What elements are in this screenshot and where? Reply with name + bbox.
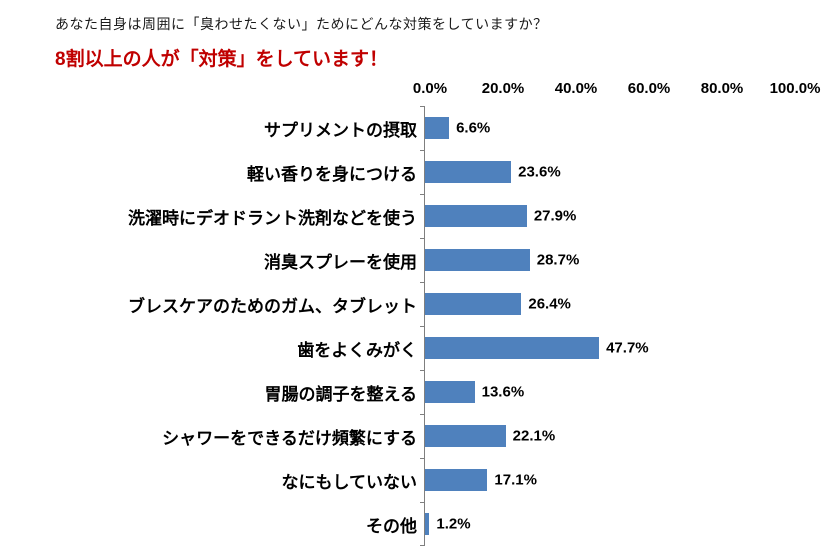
value-label: 47.7% <box>606 339 649 357</box>
value-label: 27.9% <box>533 207 577 225</box>
category-label: その他 <box>366 516 417 536</box>
bar <box>425 117 450 139</box>
value-label: 6.6% <box>456 119 491 137</box>
bar <box>425 381 475 403</box>
bar <box>425 293 522 315</box>
plot-area: 6.6% <box>420 106 790 150</box>
plot-area: 1.2% <box>420 502 790 546</box>
x-tick-label: 100.0% <box>769 80 821 97</box>
category-label: 歯をよくみがく <box>297 340 417 360</box>
chart-row: 胃腸の調子を整える 13.6% <box>0 370 840 414</box>
category-label: サプリメントの摂取 <box>264 120 417 140</box>
bar <box>425 205 527 227</box>
plot-area: 28.7% <box>420 238 790 282</box>
x-tick-label: 60.0% <box>627 80 671 97</box>
category-label: 軽い香りを身につける <box>247 164 417 184</box>
x-axis-labels: 0.0% 20.0% 40.0% 60.0% 80.0% 100.0% <box>413 80 821 100</box>
plot-area: 47.7% <box>420 326 790 370</box>
category-label: シャワーをできるだけ頻繁にする <box>162 428 417 448</box>
plot-area: 27.9% <box>420 194 790 238</box>
bar <box>425 161 512 183</box>
bar <box>425 249 530 271</box>
chart-row: なにもしていない 17.1% <box>0 458 840 502</box>
category-label: 洗濯時にデオドラント洗剤などを使う <box>128 208 417 228</box>
chart-row: 洗濯時にデオドラント洗剤などを使う 27.9% <box>0 194 840 238</box>
x-tick-label: 20.0% <box>481 80 525 97</box>
bar <box>425 513 430 535</box>
value-label: 22.1% <box>512 427 556 445</box>
category-label: 消臭スプレーを使用 <box>264 252 417 272</box>
survey-question-title: あなた自身は周囲に「臭わせたくない」ためにどんな対策をしていますか？ <box>55 16 548 32</box>
chart-row: 軽い香りを身につける 23.6% <box>0 150 840 194</box>
value-label: 17.1% <box>494 471 537 489</box>
chart-row: サプリメントの摂取 6.6% <box>0 106 840 150</box>
headline-text: 8割以上の人が「対策」をしています！ <box>55 49 388 70</box>
value-label: 1.2% <box>436 515 471 533</box>
value-label: 13.6% <box>481 383 525 401</box>
category-label: なにもしていない <box>281 472 418 492</box>
plot-area: 22.1% <box>420 414 790 458</box>
value-label: 23.6% <box>518 163 561 181</box>
x-tick-label: 80.0% <box>700 80 744 97</box>
value-label: 26.4% <box>528 295 571 313</box>
x-tick-label: 40.0% <box>554 80 598 97</box>
plot-area: 17.1% <box>420 458 790 502</box>
category-label: 胃腸の調子を整える <box>264 384 418 404</box>
bar <box>425 425 506 447</box>
chart-row: ブレスケアのためのガム、タブレット 26.4% <box>0 282 840 326</box>
plot-area: 26.4% <box>420 282 790 326</box>
chart-row: 消臭スプレーを使用 28.7% <box>0 238 840 282</box>
chart-row: シャワーをできるだけ頻繁にする 22.1% <box>0 414 840 458</box>
chart-rows: サプリメントの摂取 6.6% 軽い香りを身につける 23.6% 洗濯時にデオドラント洗剤… <box>0 106 840 546</box>
plot-area: 23.6% <box>420 150 790 194</box>
x-tick-label: 0.0% <box>412 80 448 97</box>
category-label: ブレスケアのためのガム、タブレット <box>128 296 417 316</box>
bar <box>425 469 488 491</box>
chart-row: 歯をよくみがく 47.7% <box>0 326 840 370</box>
chart-row: その他 1.2% <box>0 502 840 546</box>
value-label: 28.7% <box>536 251 580 269</box>
plot-area: 13.6% <box>420 370 790 414</box>
bar <box>425 337 600 359</box>
